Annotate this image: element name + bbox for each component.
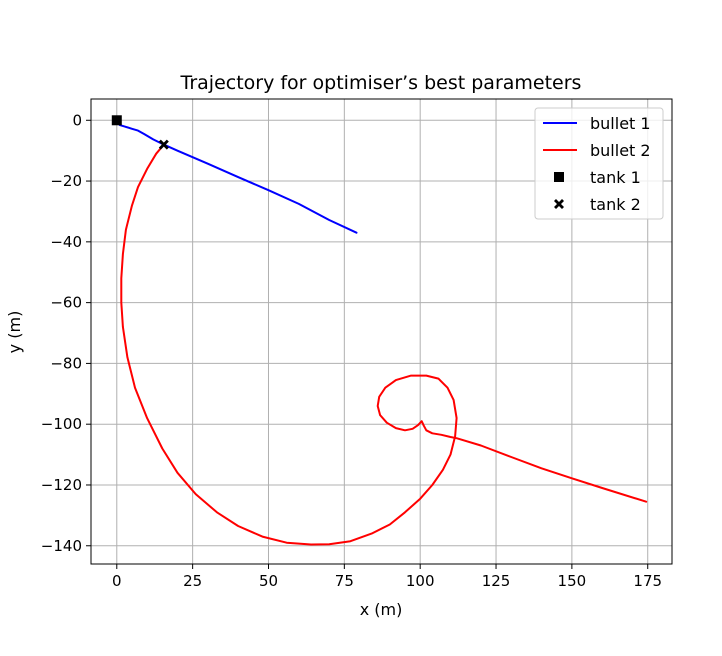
y-tick-label: −40 <box>50 233 82 251</box>
x-tick-label: 150 <box>558 572 587 590</box>
legend-label-tank-2: tank 2 <box>590 195 641 214</box>
x-axis-label: x (m) <box>360 600 403 619</box>
x-tick-label: 50 <box>259 572 278 590</box>
legend-swatch-tank-1 <box>554 172 564 182</box>
legend-label-tank-1: tank 1 <box>590 168 641 187</box>
y-axis-label: y (m) <box>5 311 24 354</box>
x-tick-label: 175 <box>633 572 662 590</box>
y-tick-label: 0 <box>72 111 82 129</box>
x-tick-label: 0 <box>112 572 122 590</box>
y-tick-label: −100 <box>41 415 82 433</box>
y-tick-label: −120 <box>41 476 82 494</box>
legend-box <box>534 107 664 220</box>
chart-title: Trajectory for optimiser’s best paramete… <box>180 72 582 94</box>
x-tick-label: 75 <box>335 572 354 590</box>
legend: bullet 1 bullet 2 tank 1 tank 2 <box>534 107 664 220</box>
y-tick-label: −140 <box>41 537 82 555</box>
legend-label-bullet-1: bullet 1 <box>590 114 651 133</box>
legend-swatch-tank-2 <box>554 199 564 209</box>
x-tick-label: 125 <box>482 572 511 590</box>
data-series <box>111 115 648 546</box>
bullet-2-line <box>120 143 648 546</box>
plot-frame <box>90 98 673 565</box>
tank-1-marker <box>111 115 122 126</box>
y-tick-label: −80 <box>50 354 82 372</box>
y-tick-label: −20 <box>50 172 82 190</box>
legend-label-bullet-2: bullet 2 <box>590 141 651 160</box>
y-tick-label: −60 <box>50 294 82 312</box>
ticks: 0 25 50 75 100 125 150 175 0 −20 −40 −60 −80 −100 −120… <box>41 111 662 590</box>
tank-2-marker <box>158 139 169 150</box>
x-tick-label: 25 <box>183 572 202 590</box>
x-tick-label: 100 <box>406 572 435 590</box>
grid <box>91 99 672 564</box>
